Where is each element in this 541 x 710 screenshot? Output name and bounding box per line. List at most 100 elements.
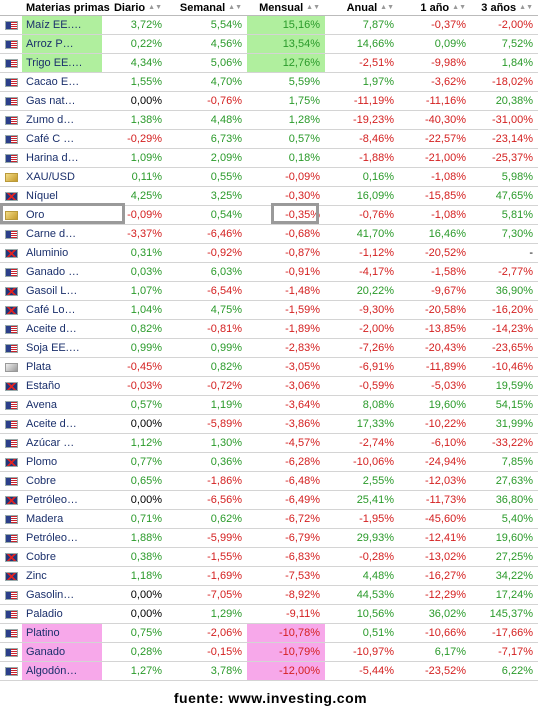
flag-cell bbox=[0, 224, 22, 244]
table-row: Carne d… -3,37% -6,46% -0,68% 41,70% 16,46% 7,… bbox=[0, 224, 538, 244]
cell-daily: 0,71% bbox=[102, 509, 167, 529]
cell-three-years: 7,30% bbox=[471, 224, 538, 244]
cell-weekly: -7,05% bbox=[167, 585, 247, 605]
commodity-name-link[interactable]: Estaño bbox=[22, 376, 102, 396]
cell-monthly: -10,79% bbox=[247, 642, 325, 662]
commodity-name-link[interactable]: Paladio bbox=[22, 604, 102, 624]
table-row: Níquel 4,25% 3,25% -0,30% 16,09% -15,85% 47,65… bbox=[0, 186, 538, 206]
cell-monthly: 0,18% bbox=[247, 148, 325, 168]
commodity-name-link[interactable]: Oro bbox=[22, 205, 102, 225]
cell-one-year: -12,41% bbox=[399, 528, 471, 548]
header-label: Diario bbox=[113, 1, 146, 14]
cell-three-years: -7,17% bbox=[471, 642, 538, 662]
cell-daily: 0,82% bbox=[102, 319, 167, 339]
uk-flag-icon bbox=[5, 305, 18, 315]
cell-one-year: -5,03% bbox=[399, 376, 471, 396]
header-1-ano[interactable]: 1 año ▲▼ bbox=[399, 0, 471, 16]
commodity-name-link[interactable]: Aceite d… bbox=[22, 319, 102, 339]
commodity-name-link[interactable]: Cacao E… bbox=[22, 72, 102, 92]
cell-one-year: -10,22% bbox=[399, 414, 471, 434]
cell-daily: 1,18% bbox=[102, 566, 167, 586]
cell-monthly: -1,89% bbox=[247, 319, 325, 339]
cell-monthly: -0,87% bbox=[247, 243, 325, 263]
cell-annual: -6,91% bbox=[325, 357, 399, 377]
commodity-name-link[interactable]: Petróleo… bbox=[22, 490, 102, 510]
sort-arrows-icon: ▲▼ bbox=[380, 4, 394, 12]
cell-daily: 0,75% bbox=[102, 623, 167, 643]
cell-annual: -1,95% bbox=[325, 509, 399, 529]
commodity-name-link[interactable]: Maíz EE.… bbox=[22, 15, 102, 35]
commodity-name-link[interactable]: Ganado bbox=[22, 642, 102, 662]
gold-icon bbox=[5, 210, 18, 220]
cell-annual: 4,48% bbox=[325, 566, 399, 586]
commodity-name-link[interactable]: Plata bbox=[22, 357, 102, 377]
commodity-name-link[interactable]: Café Lo… bbox=[22, 300, 102, 320]
commodity-name-link[interactable]: Ganado … bbox=[22, 262, 102, 282]
cell-one-year: 16,46% bbox=[399, 224, 471, 244]
flag-cell bbox=[0, 167, 22, 187]
commodity-name-link[interactable]: Zumo d… bbox=[22, 110, 102, 130]
cell-annual: -11,19% bbox=[325, 91, 399, 111]
commodity-name-link[interactable]: Platino bbox=[22, 623, 102, 643]
commodity-name-link[interactable]: Arroz P… bbox=[22, 34, 102, 54]
table-row: Azúcar … 1,12% 1,30% -4,57% -2,74% -6,10% -33,… bbox=[0, 433, 538, 453]
commodity-name-link[interactable]: Café C … bbox=[22, 129, 102, 149]
commodity-name-link[interactable]: Algodón… bbox=[22, 661, 102, 681]
cell-monthly: -0,09% bbox=[247, 167, 325, 187]
flag-cell bbox=[0, 262, 22, 282]
flag-cell bbox=[0, 129, 22, 149]
cell-weekly: -0,72% bbox=[167, 376, 247, 396]
table-row: Aceite d… 0,00% -5,89% -3,86% 17,33% -10,22% 3… bbox=[0, 414, 538, 434]
highlight-box-oro-name bbox=[0, 203, 125, 224]
commodity-name-link[interactable]: Aceite d… bbox=[22, 414, 102, 434]
cell-three-years: 5,40% bbox=[471, 509, 538, 529]
cell-daily: -0,09% bbox=[102, 205, 167, 225]
commodity-name-link[interactable]: Gasoil L… bbox=[22, 281, 102, 301]
commodity-name-link[interactable]: Petróleo… bbox=[22, 528, 102, 548]
cell-annual: -2,00% bbox=[325, 319, 399, 339]
commodity-name-link[interactable]: Azúcar … bbox=[22, 433, 102, 453]
cell-weekly: 1,29% bbox=[167, 604, 247, 624]
header-label: 1 año bbox=[420, 1, 450, 14]
uk-flag-icon bbox=[5, 191, 18, 201]
table-row: Algodón… 1,27% 3,78% -12,00% -5,44% -23,52% 6,… bbox=[0, 661, 538, 681]
commodity-name-link[interactable]: Trigo EE.… bbox=[22, 53, 102, 73]
commodity-name-link[interactable]: Gasolin… bbox=[22, 585, 102, 605]
commodity-name-link[interactable]: Avena bbox=[22, 395, 102, 415]
commodity-name-link[interactable]: Aluminio bbox=[22, 243, 102, 263]
cell-one-year: -24,94% bbox=[399, 452, 471, 472]
us-flag-icon bbox=[5, 115, 18, 125]
flag-cell bbox=[0, 433, 22, 453]
flag-cell bbox=[0, 91, 22, 111]
cell-daily: 0,00% bbox=[102, 585, 167, 605]
header-anual[interactable]: Anual ▲▼ bbox=[325, 0, 399, 16]
commodity-name-link[interactable]: Carne d… bbox=[22, 224, 102, 244]
commodity-name-link[interactable]: Cobre bbox=[22, 471, 102, 491]
cell-one-year: -15,85% bbox=[399, 186, 471, 206]
source-footer: fuente: www.investing.com bbox=[173, 690, 368, 706]
commodity-name-link[interactable]: Harina d… bbox=[22, 148, 102, 168]
us-flag-icon bbox=[5, 58, 18, 68]
cell-three-years: -23,65% bbox=[471, 338, 538, 358]
table-row: Madera 0,71% 0,62% -6,72% -1,95% -45,60% 5,40% bbox=[0, 509, 538, 529]
header-semanal[interactable]: Semanal ▲▼ bbox=[167, 0, 247, 16]
commodity-name-link[interactable]: Plomo bbox=[22, 452, 102, 472]
commodity-name-link[interactable]: Madera bbox=[22, 509, 102, 529]
cell-weekly: 3,25% bbox=[167, 186, 247, 206]
header-diario[interactable]: Diario ▲▼ bbox=[102, 0, 167, 16]
commodity-name-link[interactable]: Cobre bbox=[22, 547, 102, 567]
flag-cell bbox=[0, 319, 22, 339]
commodities-table: Materias primas Diario ▲▼ Semanal ▲▼ Mensu… bbox=[0, 0, 538, 681]
cell-three-years: - bbox=[471, 243, 538, 263]
commodity-name-link[interactable]: Gas nat… bbox=[22, 91, 102, 111]
commodity-name-link[interactable]: Zinc bbox=[22, 566, 102, 586]
header-3-anos[interactable]: 3 años ▲▼ bbox=[471, 0, 538, 16]
cell-annual: 0,51% bbox=[325, 623, 399, 643]
header-mensual[interactable]: Mensual ▲▼ bbox=[247, 0, 325, 16]
cell-three-years: 36,80% bbox=[471, 490, 538, 510]
cell-three-years: 6,22% bbox=[471, 661, 538, 681]
header-materias-primas[interactable]: Materias primas bbox=[22, 0, 110, 16]
commodity-name-link[interactable]: XAU/USD bbox=[22, 167, 102, 187]
commodity-name-link[interactable]: Soja EE.… bbox=[22, 338, 102, 358]
us-flag-icon bbox=[5, 134, 18, 144]
